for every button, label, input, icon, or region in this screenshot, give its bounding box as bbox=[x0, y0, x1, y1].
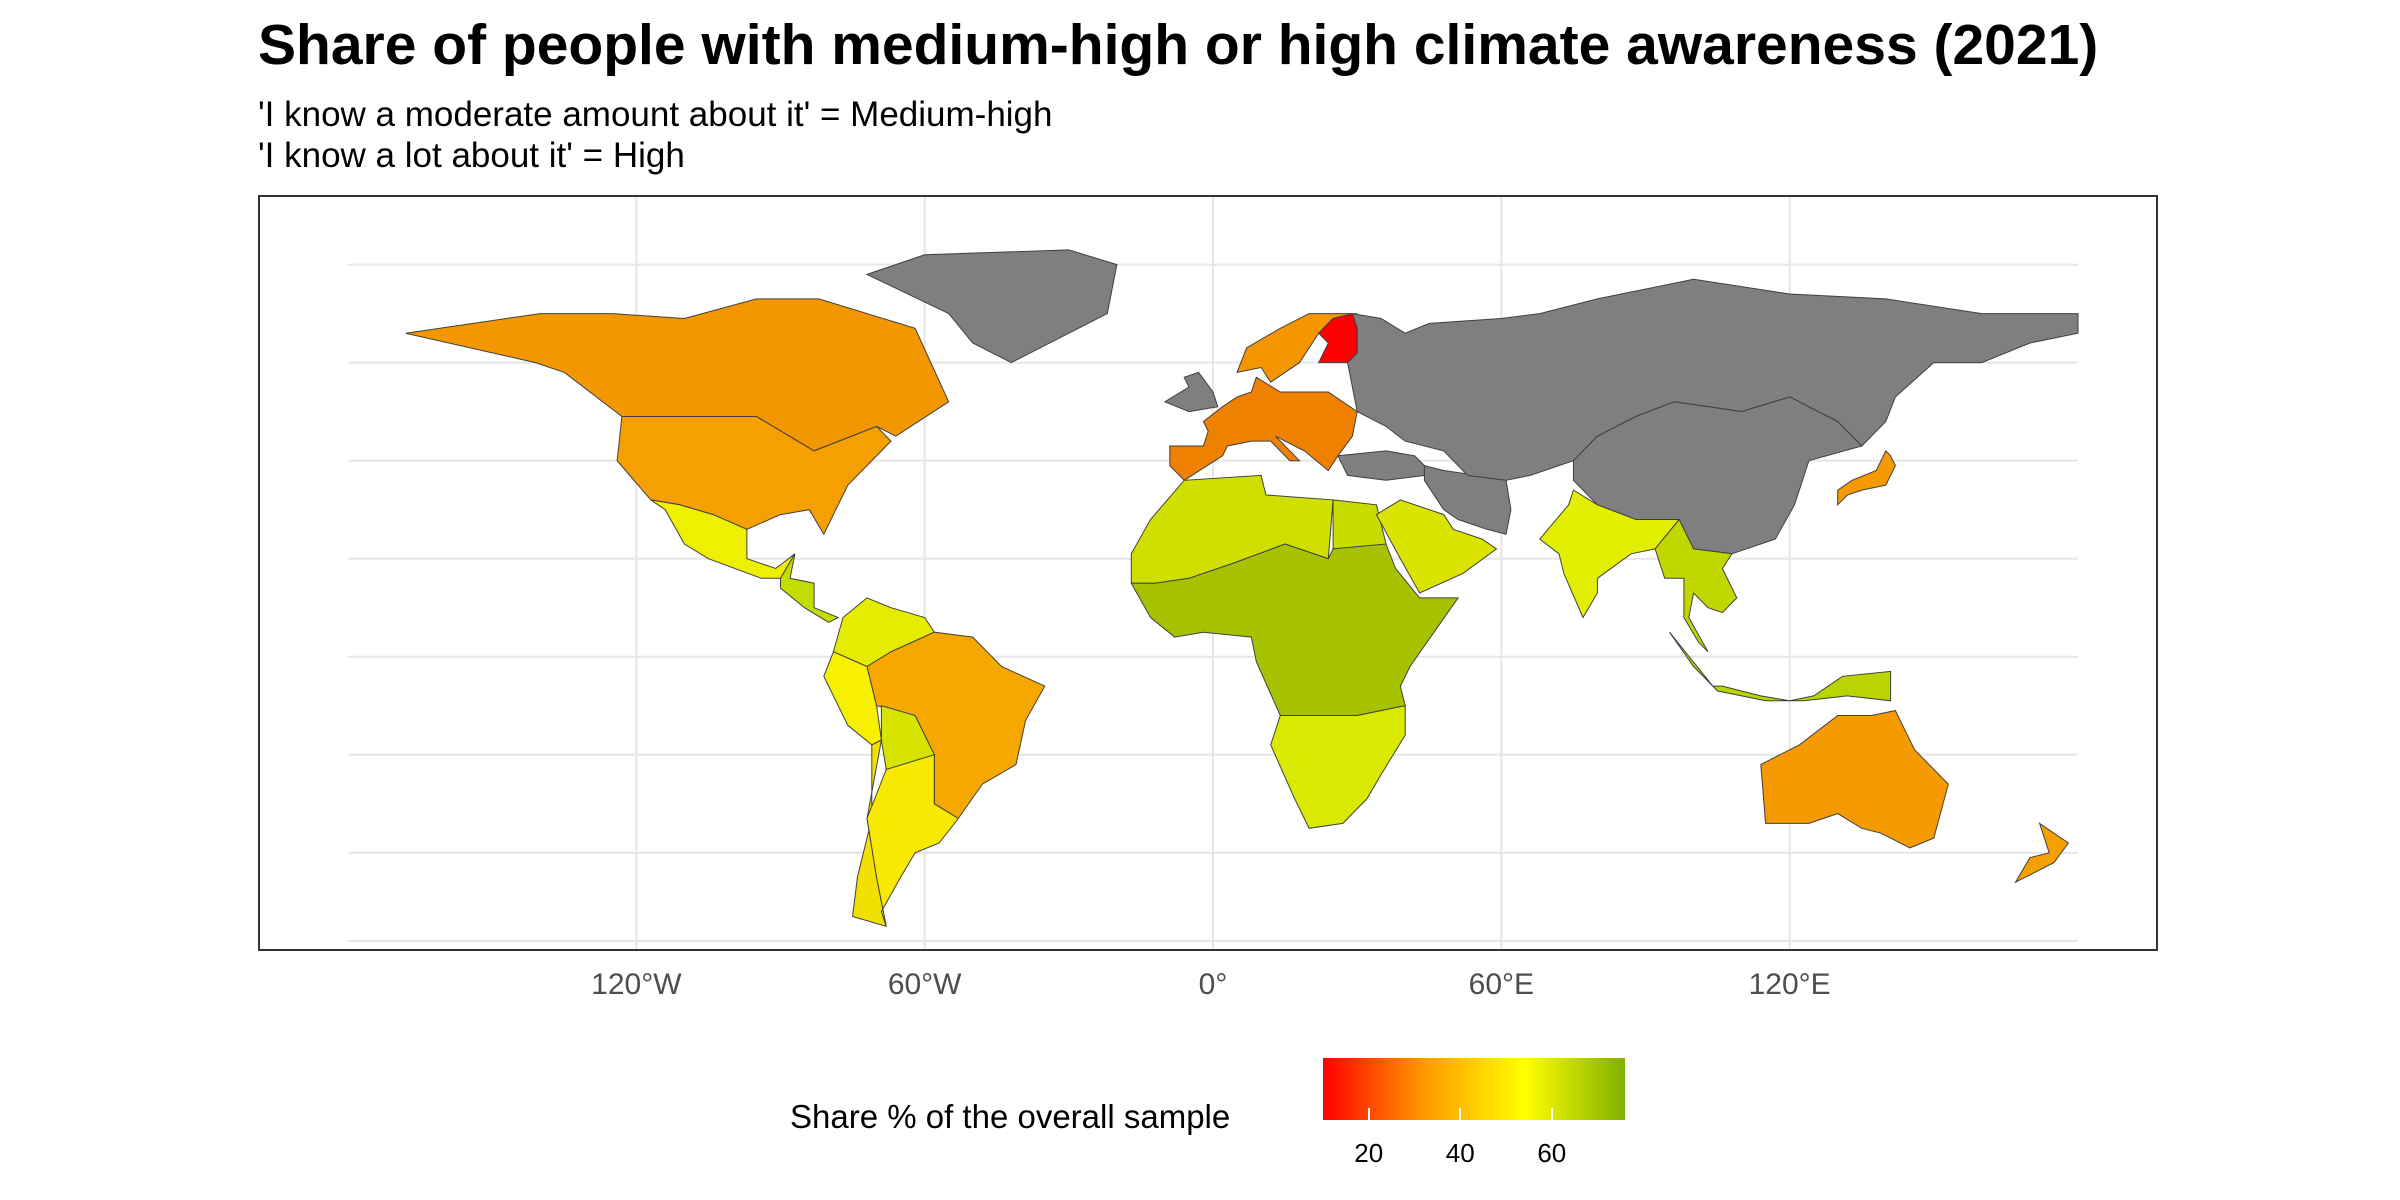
legend-tick-label: 20 bbox=[1354, 1138, 1384, 1168]
region-new-zealand bbox=[2014, 822, 2070, 884]
x-tick-label: 60°E bbox=[1468, 968, 1535, 1001]
legend-title: Share % of the overall sample bbox=[790, 1098, 1231, 1135]
chart-title: Share of people with medium-high or high… bbox=[258, 13, 2099, 77]
region-india bbox=[1539, 489, 1681, 619]
region-saudi-arabia bbox=[1375, 499, 1498, 594]
legend-tick-label: 40 bbox=[1445, 1138, 1475, 1168]
legend-tick-mark bbox=[1459, 1108, 1462, 1120]
legend-tick-mark bbox=[1367, 1108, 1370, 1120]
x-tick-label: 0° bbox=[1198, 968, 1228, 1001]
region-turkey bbox=[1337, 450, 1425, 481]
region-southern-africa bbox=[1270, 705, 1406, 829]
region-australia bbox=[1760, 710, 1949, 849]
region-southeast-asia bbox=[1654, 518, 1738, 653]
x-tick-label: 120°W bbox=[591, 968, 682, 1001]
legend-colorbar bbox=[1323, 1058, 1625, 1120]
region-indonesia bbox=[1669, 631, 1892, 702]
region-canada bbox=[405, 298, 950, 452]
legend-tick-label: 60 bbox=[1537, 1138, 1567, 1168]
chart-subtitle-line-1: 'I know a moderate amount about it' = Me… bbox=[258, 95, 1053, 134]
region-central-africa bbox=[1130, 543, 1460, 716]
chart-subtitle-line-2: 'I know a lot about it' = High bbox=[258, 136, 685, 175]
countries bbox=[405, 249, 2079, 928]
region-central-america bbox=[780, 553, 840, 623]
map-panel bbox=[258, 195, 2158, 951]
x-tick-label: 120°E bbox=[1748, 968, 1831, 1001]
region-uk-and-ireland bbox=[1163, 371, 1219, 413]
region-japan bbox=[1837, 450, 1896, 507]
region-greenland bbox=[865, 249, 1118, 364]
legend-tick-mark bbox=[1550, 1108, 1553, 1120]
region-argentina bbox=[866, 754, 960, 927]
region-egypt bbox=[1332, 499, 1387, 550]
world-map bbox=[348, 197, 2079, 949]
x-tick-label: 60°W bbox=[887, 968, 962, 1001]
region-peru bbox=[823, 651, 882, 746]
